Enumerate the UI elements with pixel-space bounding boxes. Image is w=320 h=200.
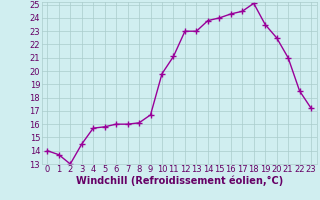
X-axis label: Windchill (Refroidissement éolien,°C): Windchill (Refroidissement éolien,°C) [76, 176, 283, 186]
